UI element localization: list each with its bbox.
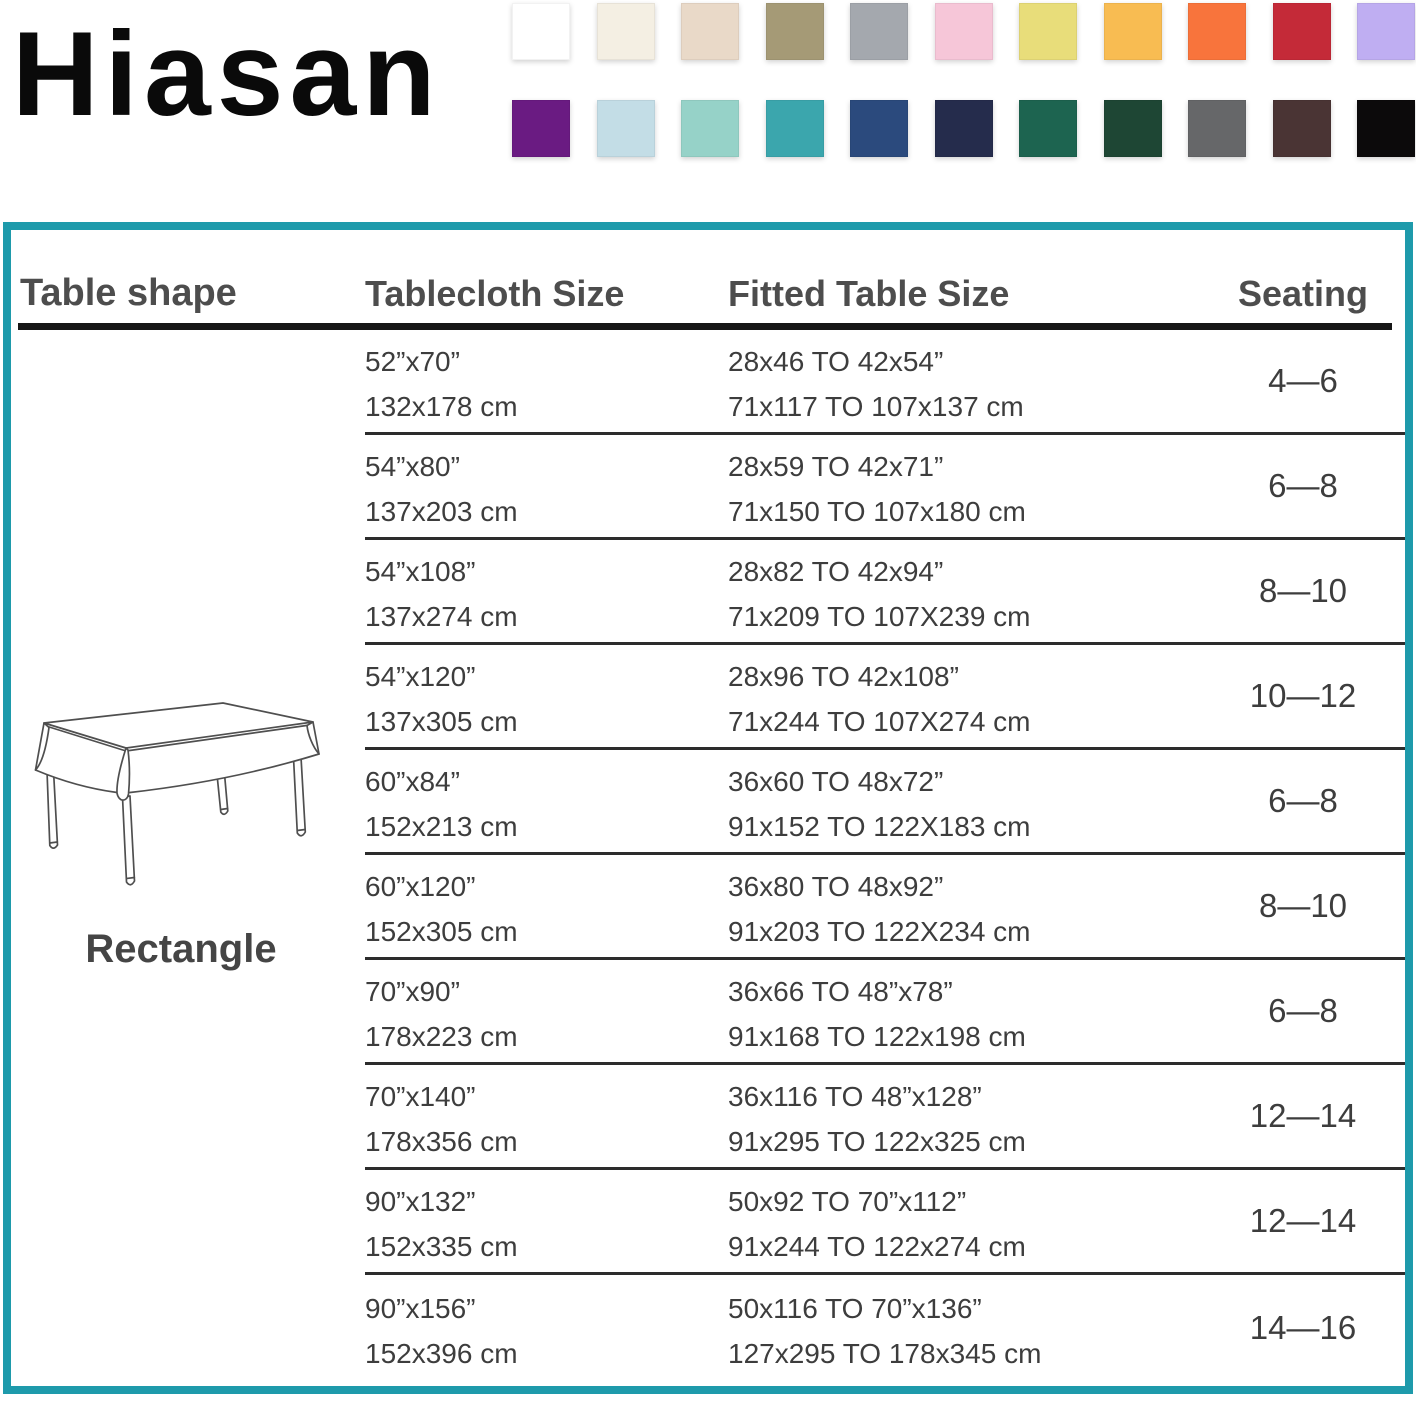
- tablecloth-size-cell: 70”x90” 178x223 cm: [365, 960, 728, 1065]
- size-chart-rows: 52”x70” 132x178 cm 28x46 TO 42x54” 71x11…: [11, 330, 1405, 1380]
- header-tablecloth-size: Tablecloth Size: [365, 273, 625, 314]
- color-swatch-forest-green: [1103, 100, 1162, 157]
- color-swatch-grid: [512, 3, 1416, 157]
- shape-label: Rectangle: [85, 927, 277, 971]
- seating-cell: 6—8: [1201, 960, 1405, 1065]
- color-swatch-ivory: [596, 3, 655, 60]
- header-seating: Seating: [1237, 273, 1369, 314]
- color-swatch-white: [512, 3, 570, 60]
- color-swatch-khaki: [765, 3, 824, 60]
- color-swatch-brown: [1272, 100, 1331, 157]
- color-swatch-navy: [850, 100, 908, 157]
- size-chart-header: Table shape Tablecloth Size Fitted Table…: [11, 230, 1405, 323]
- fitted-size-cell: 28x82 TO 42x94” 71x209 TO 107X239 cm: [728, 540, 1201, 645]
- color-swatch-yellow: [1019, 3, 1077, 60]
- fitted-size-cell: 36x60 TO 48x72” 91x152 TO 122X183 cm: [728, 750, 1201, 855]
- swatch-row-1: [512, 3, 1416, 60]
- color-swatch-black: [1357, 100, 1415, 157]
- color-swatch-beige: [681, 3, 739, 60]
- tablecloth-size-cell: 54”x80” 137x203 cm: [365, 435, 728, 540]
- table-row: 52”x70” 132x178 cm 28x46 TO 42x54” 71x11…: [11, 330, 1405, 435]
- tablecloth-size-cell: 90”x156” 152x396 cm: [365, 1292, 518, 1369]
- color-swatch-emerald: [1019, 100, 1077, 157]
- color-swatch-light-blue: [596, 100, 655, 157]
- table-shape-illustration: Rectangle: [13, 680, 349, 972]
- fitted-size-cell: 28x96 TO 42x108” 71x244 TO 107X274 cm: [728, 645, 1201, 750]
- table-row: 70”x140” 178x356 cm 36x116 TO 48”x128” 9…: [11, 1065, 1405, 1170]
- color-swatch-dark-grey: [1188, 100, 1246, 157]
- table-row: 54”x120” 137x305 cm 28x96 TO 42x108” 71x…: [11, 645, 1405, 750]
- seating-cell: 12—14: [1201, 1065, 1405, 1170]
- tablecloth-size-cell: 70”x140” 178x356 cm: [365, 1065, 728, 1170]
- color-swatch-gold: [1103, 3, 1162, 60]
- tablecloth-size-cell: 60”x84” 152x213 cm: [365, 750, 728, 855]
- color-swatch-teal: [765, 100, 824, 157]
- table-row: 60”x84” 152x213 cm 36x60 TO 48x72” 91x15…: [11, 750, 1405, 855]
- color-swatch-lavender: [1357, 3, 1415, 60]
- fitted-size-cell: 28x46 TO 42x54” 71x117 TO 107x137 cm: [728, 330, 1201, 435]
- tablecloth-size-cell: 52”x70” 132x178 cm: [365, 330, 728, 435]
- color-swatch-aqua: [681, 100, 739, 157]
- fitted-size-cell: 28x59 TO 42x71” 71x150 TO 107x180 cm: [728, 435, 1201, 540]
- tablecloth-size-cell: 54”x108” 137x274 cm: [365, 540, 728, 645]
- tablecloth-size-cell: 54”x120” 137x305 cm: [365, 645, 728, 750]
- color-swatch-orange: [1188, 3, 1246, 60]
- seating-cell: 4—6: [1201, 330, 1405, 435]
- color-swatch-dark-navy: [934, 100, 993, 157]
- fitted-size-cell: 36x66 TO 48”x78” 91x168 TO 122x198 cm: [728, 960, 1201, 1065]
- fitted-size-cell: 36x116 TO 48”x128” 91x295 TO 122x325 cm: [728, 1065, 1201, 1170]
- color-swatch-red: [1272, 3, 1331, 60]
- tablecloth-size-cell: 90”x132” 152x335 cm: [365, 1170, 728, 1275]
- seating-cell: 6—8: [1201, 435, 1405, 540]
- color-swatch-pink: [934, 3, 993, 60]
- fitted-size-cell: 50x92 TO 70”x112” 91x244 TO 122x274 cm: [728, 1170, 1201, 1275]
- seating-cell: 8—10: [1201, 540, 1405, 645]
- seating-cell: 6—8: [1201, 750, 1405, 855]
- color-swatch-purple: [512, 100, 570, 157]
- seating-cell: 14—16: [1249, 1308, 1357, 1346]
- table-row: 90”x156” 152x396 cm 50x116 TO 70”x136” 1…: [11, 1275, 1405, 1380]
- table-row: 90”x132” 152x335 cm 50x92 TO 70”x112” 91…: [11, 1170, 1405, 1275]
- size-chart-card: Table shape Tablecloth Size Fitted Table…: [3, 222, 1413, 1394]
- color-swatch-grey: [850, 3, 908, 60]
- table-row: 54”x80” 137x203 cm 28x59 TO 42x71” 71x15…: [11, 435, 1405, 540]
- table-row: 54”x108” 137x274 cm 28x82 TO 42x94” 71x2…: [11, 540, 1405, 645]
- seating-cell: 10—12: [1201, 645, 1405, 750]
- fitted-size-cell: 50x116 TO 70”x136” 127x295 TO 178x345 cm: [728, 1292, 1042, 1369]
- seating-cell: 12—14: [1201, 1170, 1405, 1275]
- tablecloth-size-cell: 60”x120” 152x305 cm: [365, 855, 728, 960]
- seating-cell: 8—10: [1201, 855, 1405, 960]
- table-row: 70”x90” 178x223 cm 36x66 TO 48”x78” 91x1…: [11, 960, 1405, 1065]
- rectangle-table-icon: [34, 702, 320, 886]
- fitted-size-cell: 36x80 TO 48x92” 91x203 TO 122X234 cm: [728, 855, 1201, 960]
- header-divider: [18, 323, 1392, 330]
- swatch-row-2: [512, 100, 1416, 157]
- header-table-shape: Table shape: [20, 272, 237, 314]
- table-row: 60”x120” 152x305 cm 36x80 TO 48x92” 91x2…: [11, 855, 1405, 960]
- brand-logo: Hiasan: [12, 7, 442, 141]
- header-fitted-table-size: Fitted Table Size: [728, 273, 1010, 314]
